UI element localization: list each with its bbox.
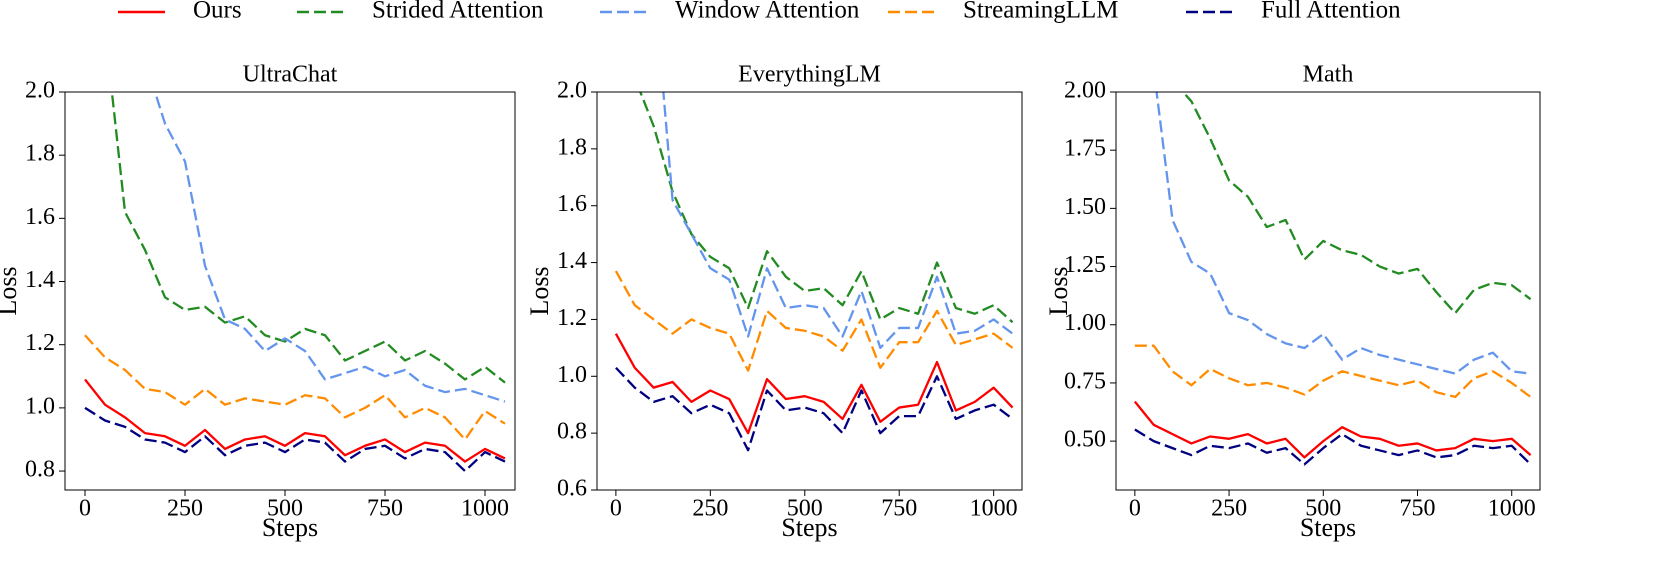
x-tick-label: 1000 [461, 496, 509, 522]
x-tick-label: 250 [692, 496, 728, 522]
y-tick-label: 1.50 [1064, 194, 1106, 220]
legend-label: Full Attention [1261, 0, 1401, 24]
series-line [153, 92, 506, 403]
y-tick-label: 0.8 [557, 419, 587, 445]
y-tick-label: 0.75 [1064, 368, 1106, 394]
series-line [84, 406, 506, 473]
x-tick-label: 750 [881, 496, 917, 522]
y-tick-label: 2.0 [557, 78, 587, 104]
legend-label: Ours [193, 0, 242, 24]
series-line [1134, 428, 1532, 466]
y-tick-label: 1.4 [25, 267, 55, 293]
series-line [1155, 92, 1531, 375]
series-line [1133, 400, 1532, 459]
x-axis-label: Steps [262, 513, 318, 542]
series-line [110, 92, 506, 384]
y-axis-label: Loss [525, 266, 554, 315]
y-tick-label: 0.6 [557, 476, 587, 502]
y-tick-label: 1.2 [25, 330, 55, 356]
x-tick-label: 0 [1129, 496, 1141, 522]
y-tick-label: 1.2 [557, 305, 587, 331]
y-tick-label: 1.8 [557, 134, 587, 160]
plot-lines [84, 92, 506, 473]
y-tick-label: 1.25 [1064, 252, 1106, 278]
chart-title: EverythingLM [738, 62, 881, 88]
chart-title: Math [1303, 62, 1354, 88]
y-tick-label: 1.8 [25, 141, 55, 167]
axes-frame [596, 91, 1023, 491]
x-axis-label: Steps [1300, 513, 1356, 542]
x-tick-label: 250 [1211, 496, 1247, 522]
x-tick-label: 0 [79, 496, 91, 522]
series-line [639, 92, 1014, 324]
series-line [662, 92, 1014, 350]
y-tick-label: 1.00 [1064, 310, 1106, 336]
series-line [1181, 92, 1532, 315]
plot-lines [614, 92, 1014, 452]
x-tick-label: 0 [610, 496, 622, 522]
y-axis-label: Loss [0, 266, 22, 315]
legend-label: Window Attention [675, 0, 860, 24]
axes-frame [1115, 91, 1541, 491]
axes-frame [64, 91, 516, 491]
series-line [84, 334, 506, 441]
x-tick-label: 750 [1400, 496, 1436, 522]
y-tick-label: 2.0 [25, 78, 55, 104]
legend-label: StreamingLLM [963, 0, 1119, 24]
x-tick-label: 500 [787, 496, 823, 522]
x-axis-label: Steps [781, 513, 837, 542]
x-tick-label: 1000 [1488, 496, 1536, 522]
y-tick-label: 1.0 [557, 362, 587, 388]
chart-title: UltraChat [243, 62, 338, 88]
y-tick-label: 0.8 [25, 457, 55, 483]
x-tick-label: 500 [1305, 496, 1341, 522]
x-tick-label: 250 [167, 496, 203, 522]
series-line [84, 378, 506, 463]
y-tick-label: 1.6 [25, 204, 55, 230]
y-tick-label: 0.50 [1064, 427, 1106, 453]
x-tick-label: 500 [267, 496, 303, 522]
y-tick-label: 1.4 [557, 248, 587, 274]
series-line [1134, 344, 1532, 399]
legend-label: Strided Attention [372, 0, 544, 24]
y-axis-label: Loss [1044, 266, 1073, 315]
series-line [614, 270, 1014, 372]
y-tick-label: 2.00 [1064, 78, 1106, 104]
series-line [615, 366, 1014, 452]
plot-lines [1133, 92, 1532, 466]
y-tick-label: 1.75 [1064, 136, 1106, 162]
x-tick-label: 750 [367, 496, 403, 522]
y-tick-label: 1.6 [557, 191, 587, 217]
y-tick-label: 1.0 [25, 393, 55, 419]
series-line [614, 333, 1014, 435]
x-tick-label: 1000 [970, 496, 1018, 522]
